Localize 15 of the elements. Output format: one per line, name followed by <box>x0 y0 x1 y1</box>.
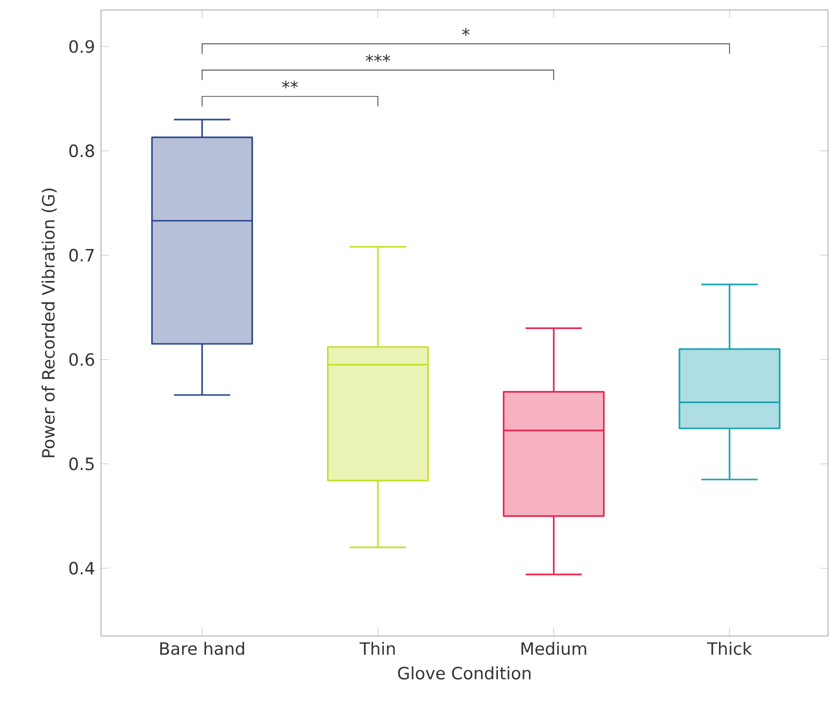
y-tick-label: 0.6 <box>69 353 94 366</box>
annotation: * <box>462 28 470 36</box>
y-tick-label: 0.7 <box>69 248 94 262</box>
y-tick-label: 0.4 <box>69 562 94 575</box>
x-tick-label: Thin <box>360 642 395 655</box>
x-tick-label: Bare hand <box>160 642 244 655</box>
y-tick-label: 0.9 <box>69 40 94 53</box>
y-tick-label: 0.5 <box>69 457 94 470</box>
y-tick-label: 0.8 <box>69 144 94 158</box>
annotation: *** <box>366 54 390 62</box>
x-tick-label: Thick <box>707 642 752 655</box>
annotation: ** <box>282 80 298 88</box>
x-tick-label: Medium <box>522 642 586 655</box>
x-axis-title: Glove Condition <box>398 666 530 680</box>
y-axis-title: Power of Recorded Vibration (G) <box>42 188 57 458</box>
